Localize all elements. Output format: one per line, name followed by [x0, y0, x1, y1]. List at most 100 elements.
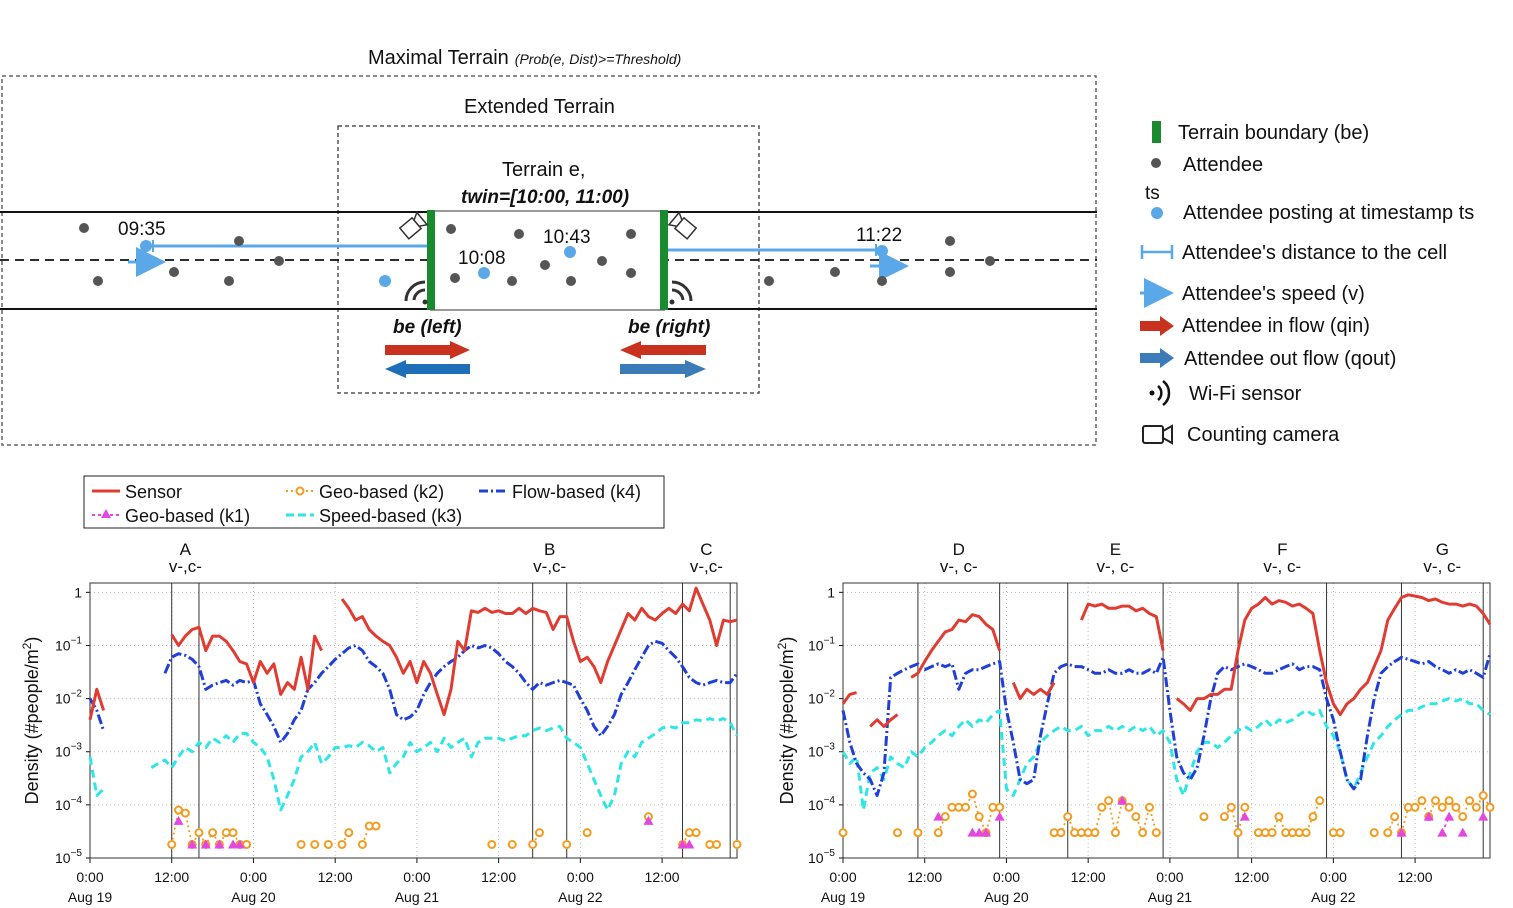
- data-point: [1117, 795, 1128, 805]
- series-line-sensor: [841, 691, 857, 705]
- terrain-boundary-right: [660, 210, 668, 310]
- y-axis-label: Density (#people/m2): [775, 637, 797, 805]
- data-point: [967, 789, 977, 799]
- x-tick-label: 0:00: [1156, 869, 1183, 885]
- data-point: [940, 812, 950, 822]
- terrain-cell: [430, 210, 665, 311]
- data-point: [200, 839, 211, 849]
- wifi-icon-right: [669, 280, 693, 305]
- data-point: [1437, 827, 1448, 837]
- data-point: [691, 828, 701, 838]
- timestamp-0935: 09:35: [118, 219, 166, 240]
- maximal-terrain-title: Maximal Terrain (Prob(e, Dist)>=Threshold…: [368, 47, 681, 69]
- inflow-arrow-left: [385, 341, 470, 359]
- y-tick-label: 10−4: [808, 795, 835, 813]
- data-point: [582, 828, 592, 838]
- legend-marker-geo-k1: [101, 509, 111, 518]
- boundary-left-label: be (left): [393, 317, 462, 338]
- x-date-label: Aug 21: [395, 889, 440, 905]
- legend-wifi: Wi-Fi sensor: [1189, 383, 1302, 405]
- series-line-speed-based-k3-: [841, 697, 1491, 812]
- x-tick-label: 0:00: [567, 869, 594, 885]
- x-tick-label: 0:00: [829, 869, 856, 885]
- maximal-terrain-box: [1, 75, 1097, 446]
- series-line-flow-based-k4-: [163, 639, 739, 744]
- data-point: [507, 839, 517, 849]
- series-line-sensor: [88, 687, 106, 721]
- data-point: [1457, 827, 1468, 837]
- plot-frame: [89, 582, 738, 859]
- series-line-flow-based-k4-: [841, 653, 1492, 797]
- legend-attendee: Attendee: [1183, 154, 1263, 176]
- x-tick-label: 0:00: [403, 869, 430, 885]
- data-point: [1471, 802, 1481, 812]
- y-tick-label: 10−1: [808, 635, 835, 653]
- data-point: [296, 839, 306, 849]
- posting-dot-icon: [1151, 207, 1163, 219]
- data-point: [1390, 812, 1400, 822]
- data-point: [234, 839, 245, 849]
- chart-left: 1 10−1 10−2 10−3 10−4 10−5 0:00 12:00 0:00 12:00 0…: [20, 540, 742, 905]
- data-point: [1110, 828, 1120, 838]
- data-point: [487, 839, 497, 849]
- data-point: [1451, 802, 1461, 812]
- data-point: [1308, 812, 1318, 822]
- series-line-geo-based-k2-: [1386, 794, 1491, 834]
- event-sub-label: v-, c-: [1423, 557, 1461, 576]
- data-point: [228, 828, 238, 838]
- legend-speed-k3: Speed-based (k3): [319, 506, 462, 526]
- data-point: [1131, 812, 1141, 822]
- data-point: [961, 802, 971, 812]
- series-line-geo-based-k2-: [937, 793, 1000, 834]
- series-line-speed-based-k3-: [88, 756, 105, 797]
- x-date-label: Aug 21: [1148, 889, 1193, 905]
- data-point: [1233, 828, 1243, 838]
- data-point: [1056, 828, 1066, 838]
- event-label: D: [953, 540, 965, 559]
- data-point: [1240, 802, 1250, 812]
- data-point: [1396, 827, 1407, 837]
- data-point: [838, 828, 848, 838]
- data-point: [1097, 802, 1107, 812]
- data-point: [194, 828, 204, 838]
- y-tick-label: 10−1: [55, 635, 82, 653]
- terrain-time-window: twin=[10:00, 11:00): [461, 187, 629, 208]
- data-point: [974, 827, 985, 837]
- x-tick-label: 12:00: [1398, 869, 1433, 885]
- data-point: [892, 828, 902, 838]
- data-point: [712, 839, 722, 849]
- data-point: [1219, 812, 1229, 822]
- data-point: [187, 839, 198, 849]
- event-sub-label: v-,c-: [533, 557, 566, 576]
- series-line-sensor: [910, 613, 1002, 679]
- x-date-label: Aug 20: [984, 889, 1029, 905]
- legend-geo-k2: Geo-based (k2): [319, 482, 444, 502]
- timestamp-1008: 10:08: [458, 248, 506, 269]
- event-label: C: [700, 540, 712, 559]
- series-line-sensor: [869, 713, 899, 728]
- x-tick-label: 12:00: [154, 869, 189, 885]
- data-point: [214, 839, 225, 849]
- data-point: [1315, 796, 1325, 806]
- data-point: [323, 839, 333, 849]
- legend-outflow: Attendee out flow (qout): [1184, 348, 1396, 370]
- x-tick-label: 0:00: [993, 869, 1020, 885]
- x-tick-label: 0:00: [240, 869, 267, 885]
- data-point: [1199, 812, 1209, 822]
- boundary-right-label: be (right): [628, 317, 710, 338]
- outflow-arrow-right: [620, 360, 706, 378]
- data-point: [933, 811, 944, 821]
- timestamp-1043: 10:43: [543, 227, 591, 248]
- diagram-legend: Terrain boundary (be) Attendee ts Attend…: [1140, 121, 1474, 446]
- legend-marker-geo-k2: [295, 486, 305, 496]
- data-point: [994, 811, 1005, 821]
- event-sub-label: v-, c-: [1097, 557, 1135, 576]
- legend-terrain-boundary: Terrain boundary (be): [1178, 122, 1369, 144]
- data-point: [1063, 812, 1073, 822]
- data-point: [1485, 802, 1495, 812]
- legend-sensor: Sensor: [125, 482, 182, 502]
- extended-terrain-title: Extended Terrain: [464, 96, 615, 118]
- data-point: [310, 839, 320, 849]
- series-line-sensor: [170, 625, 323, 696]
